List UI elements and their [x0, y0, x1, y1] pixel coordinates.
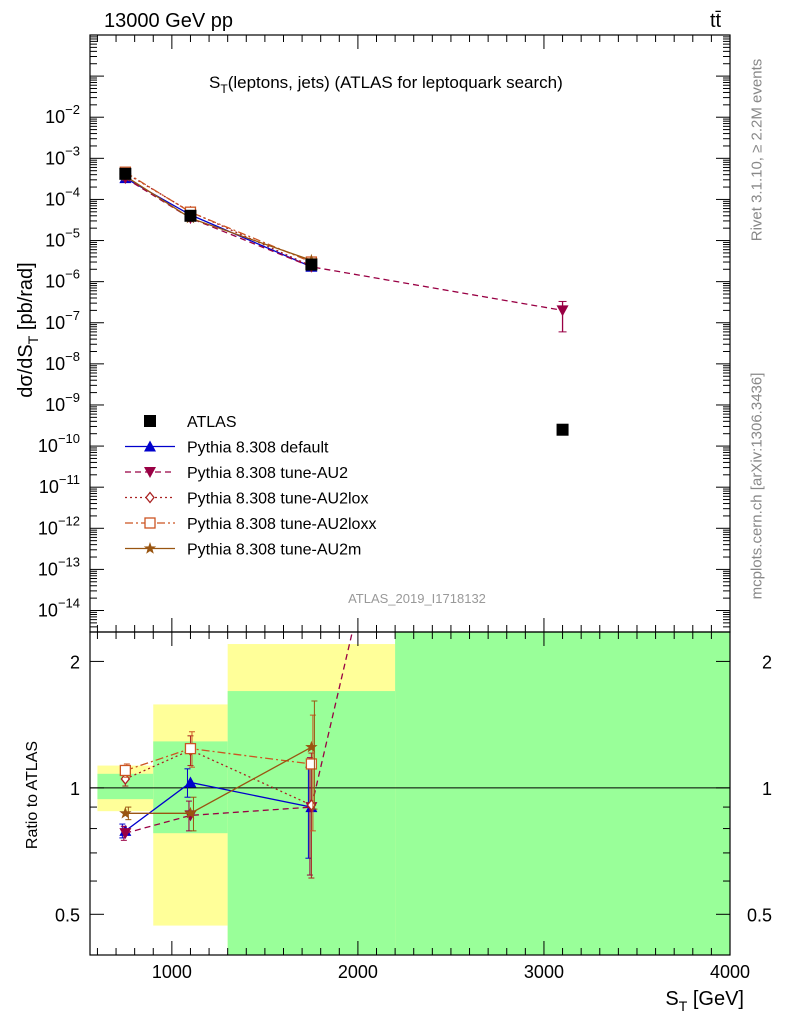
- legend-label: Pythia 8.308 tune-AU2lox: [187, 491, 368, 508]
- y-tick-label: 10−7: [45, 308, 80, 333]
- ratio-series-point: [119, 828, 132, 840]
- legend-marker: [143, 542, 157, 554]
- legend-marker: [144, 415, 156, 427]
- band-stat-3: [395, 632, 730, 955]
- x-tick-label: 4000: [710, 962, 750, 982]
- ratio-y-tick-label: 0.5: [55, 905, 80, 925]
- legend-marker: [144, 467, 156, 478]
- y-tick-label: 10−8: [45, 349, 80, 374]
- header-left: 13000 GeV pp: [104, 10, 233, 32]
- x-axis-label: ST [GeV]: [665, 988, 744, 1014]
- y-tick-label: 10−9: [45, 390, 80, 415]
- rivet-version-label: Rivet 3.1.10, ≥ 2.2M events: [748, 58, 766, 242]
- ratio-series-point: [184, 806, 197, 819]
- ratio-series-point: [305, 740, 318, 753]
- y-tick-label: 10−5: [45, 226, 80, 251]
- ratio-series-point: [184, 742, 197, 755]
- ratio-y-tick-label-right: 2: [762, 652, 772, 672]
- main-series-line-2: [124, 172, 312, 267]
- mcplots-label: mcplots.cern.ch [arXiv:1306.3436]: [748, 372, 766, 600]
- legend-marker: [144, 517, 156, 529]
- legend: ATLAS Pythia 8.308 default Pythia 8.308 tu…: [125, 414, 376, 559]
- plot-id-label: ATLAS_2019_I1718132: [348, 591, 486, 606]
- title-rest: (leptons, jets) (ATLAS for leptoquark se…: [228, 73, 563, 92]
- main-series-line-1: [124, 177, 563, 312]
- y-tick-label: 10−11: [39, 472, 80, 497]
- legend-label: Pythia 8.308 default: [187, 440, 329, 457]
- y-tick-label: 10−6: [45, 267, 80, 292]
- series-layer: [119, 166, 569, 879]
- data-point: [184, 209, 197, 222]
- main-series-line-3: [124, 171, 312, 263]
- y-tick-label: 10−13: [38, 554, 80, 579]
- x-tick-label: 2000: [338, 962, 378, 982]
- legend-marker: [145, 491, 155, 504]
- legend-marker: [144, 440, 156, 452]
- main-frame: [89, 34, 731, 633]
- ratio-series-point: [119, 764, 131, 777]
- y-tick-label: 10−2: [45, 102, 80, 127]
- data-point: [119, 167, 132, 180]
- ratio-series-point: [184, 776, 197, 788]
- ratio-y-tick-label-right: 1: [762, 779, 772, 799]
- legend-label: Pythia 8.308 tune-AU2: [187, 465, 348, 482]
- ratio-y-tick-label-right: 0.5: [747, 905, 772, 925]
- ratio-y-tick-label: 1: [70, 779, 80, 799]
- y-tick-label: 10−4: [45, 184, 80, 209]
- header-right: tt̄: [710, 10, 722, 32]
- y-axis-label-main: dσ/dST [pb/rad]: [15, 262, 41, 397]
- y-axis-label-ratio: Ratio to ATLAS: [24, 741, 41, 849]
- legend-label: Pythia 8.308 tune-AU2loxx: [187, 516, 376, 533]
- ratio-y-tick-label: 2: [70, 652, 80, 672]
- main-title: ST(leptons, jets) (ATLAS for leptoquark …: [209, 73, 563, 96]
- x-tick-label: 1000: [152, 962, 192, 982]
- ratio-uncertainty-bands: [97, 632, 730, 955]
- y-tick-label: 10−10: [38, 431, 80, 456]
- y-tick-label: 10−14: [38, 596, 80, 621]
- ratio-series-point: [305, 758, 318, 770]
- ratio-frame: [89, 631, 731, 956]
- title-sub: T: [220, 82, 228, 96]
- y-tick-label: 10−3: [45, 143, 80, 168]
- main-series-line-0: [124, 177, 312, 268]
- plot-frames: [89, 34, 731, 956]
- legend-label: ATLAS: [187, 414, 237, 431]
- ratio-series-line-1: [125, 631, 353, 834]
- data-point: [556, 423, 569, 436]
- axis-ticks: 1000 2000 3000 4000 10−14 10−13 10−12 10−11 10−1…: [38, 34, 772, 982]
- data-point: [305, 258, 318, 271]
- y-tick-label: 10−12: [38, 513, 80, 538]
- x-tick-label: 3000: [524, 962, 564, 982]
- title-s: S: [209, 73, 220, 92]
- ratio-series-point: [119, 806, 132, 819]
- legend-label: Pythia 8.308 tune-AU2m: [187, 542, 361, 559]
